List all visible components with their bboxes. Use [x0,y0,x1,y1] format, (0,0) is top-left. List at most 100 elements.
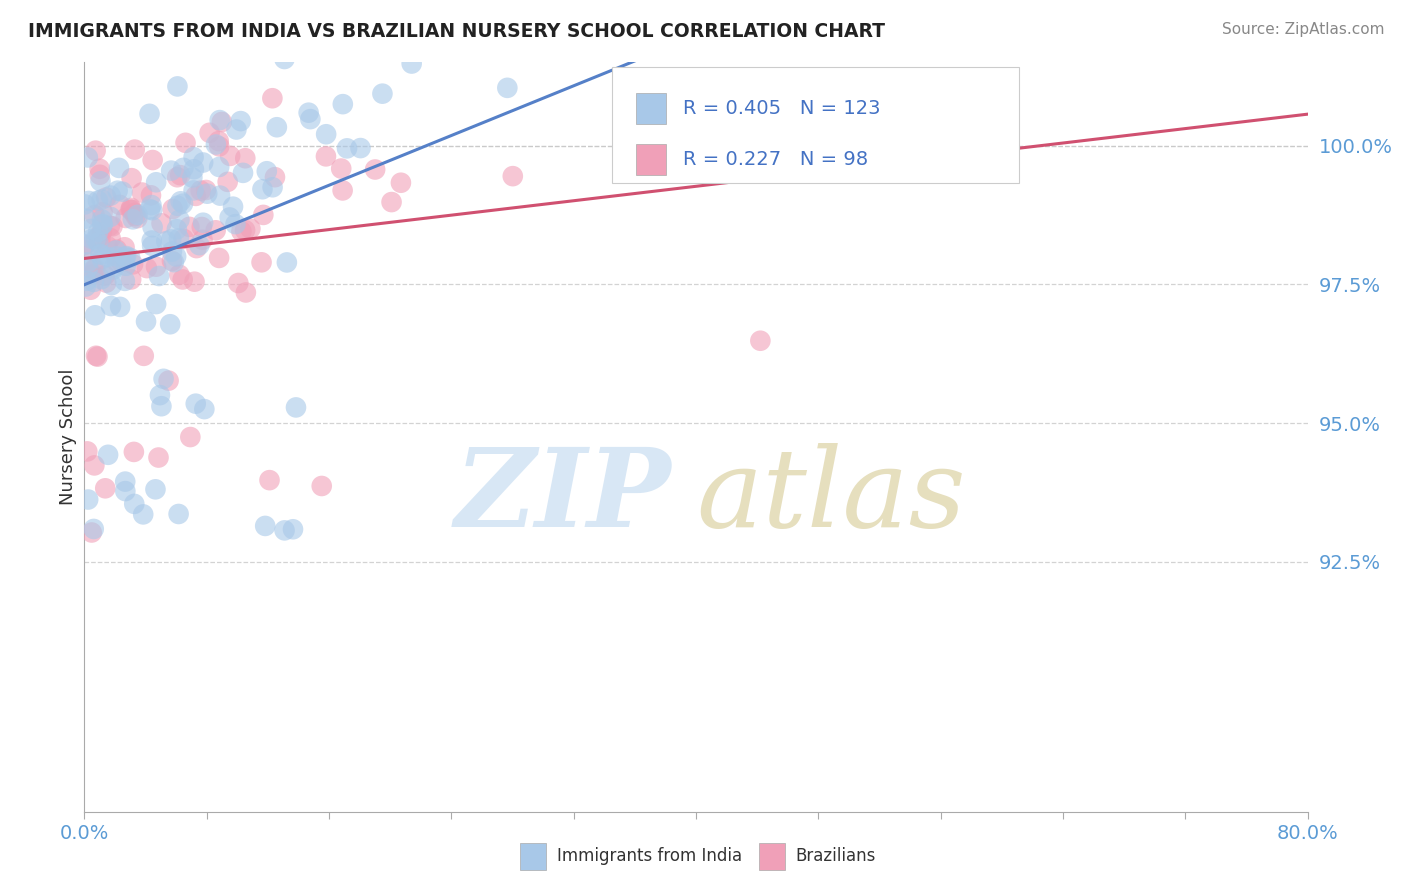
Point [91,205,114,219]
Point [183,183,205,197]
Point [172,161,194,175]
Point [160,253,183,268]
Point [183,275,205,289]
Point [114,259,136,273]
Point [97,448,120,462]
Text: R = 0.227   N = 98: R = 0.227 N = 98 [683,150,869,169]
Point [298,105,321,120]
Point [380,195,402,210]
Point [160,232,183,246]
Point [79,283,101,297]
Point [749,334,772,348]
Point [83,208,105,222]
Point [141,198,163,212]
Point [76,274,98,288]
Point [262,180,284,194]
Point [114,250,136,264]
Point [141,203,163,218]
Point [142,220,165,235]
Point [315,149,337,163]
Point [150,216,173,230]
Point [80,222,103,236]
Point [100,210,122,224]
Point [209,188,232,202]
Point [163,255,186,269]
Point [159,317,181,331]
Point [84,349,107,363]
Point [89,168,111,182]
Point [122,206,145,220]
Point [299,112,322,127]
Point [233,151,256,165]
Point [111,185,134,199]
Point [148,268,170,283]
Point [80,232,103,246]
Point [256,164,278,178]
Point [191,155,214,169]
Point [120,251,142,265]
Point [82,268,104,282]
Point [183,162,205,177]
Point [330,161,353,176]
Point [191,220,214,235]
Point [91,218,114,232]
Point [231,224,253,238]
Point [198,126,221,140]
Point [84,232,107,246]
Point [259,473,281,487]
Point [167,507,190,521]
Point [135,261,157,276]
Text: atlas: atlas [696,443,966,550]
Point [94,481,117,495]
Point [89,247,111,261]
Point [96,276,118,290]
Point [166,170,188,185]
Text: IMMIGRANTS FROM INDIA VS BRAZILIAN NURSERY SCHOOL CORRELATION CHART: IMMIGRANTS FROM INDIA VS BRAZILIAN NURSE… [28,22,886,41]
Point [124,143,146,157]
Point [75,279,97,293]
Point [122,257,145,271]
Point [100,188,122,202]
Point [108,300,131,314]
Point [349,141,371,155]
Point [218,211,240,225]
Text: Immigrants from India: Immigrants from India [557,847,742,865]
Point [114,475,136,489]
Point [191,233,214,247]
Point [89,232,111,246]
Point [281,522,304,536]
Point [77,243,100,257]
Point [188,238,211,252]
Point [76,255,98,269]
Point [276,255,298,269]
Text: ZIP: ZIP [456,443,672,550]
Point [105,243,128,257]
Point [87,229,110,244]
Point [148,450,170,465]
Point [252,182,274,196]
Point [183,150,205,164]
Point [229,114,252,128]
Point [169,268,191,282]
Point [94,268,117,283]
Point [166,199,188,213]
Point [190,184,212,198]
Point [224,217,246,231]
Point [101,278,124,293]
Point [311,479,333,493]
Point [110,255,132,269]
Point [228,276,250,290]
Point [114,240,136,254]
Point [91,217,114,231]
Point [96,239,118,253]
Point [101,219,124,234]
Point [186,241,208,255]
Point [205,137,228,152]
Point [273,524,295,538]
Point [169,168,191,182]
Point [211,115,233,129]
Point [285,401,308,415]
Point [100,231,122,245]
Point [84,262,107,277]
Point [266,120,288,135]
